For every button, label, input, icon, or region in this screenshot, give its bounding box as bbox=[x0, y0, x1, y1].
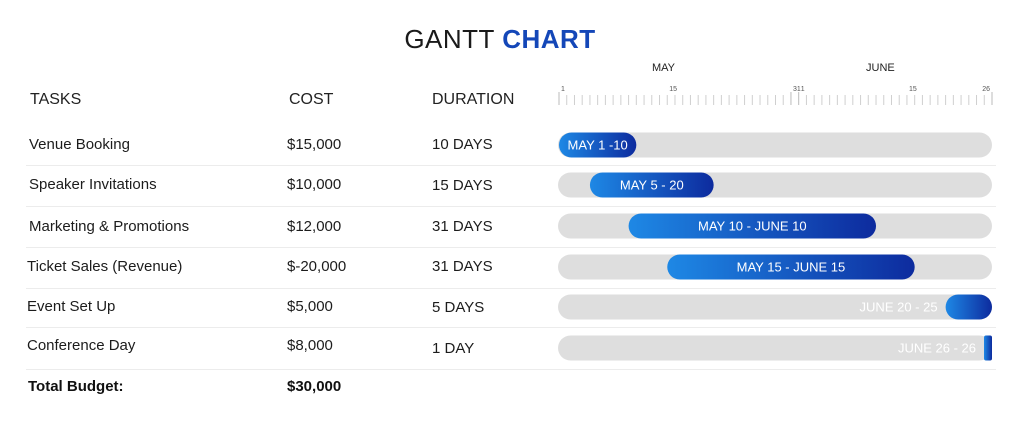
task-cost: $5,000 bbox=[287, 298, 333, 315]
gantt-bar bbox=[945, 294, 992, 320]
task-name: Ticket Sales (Revenue) bbox=[27, 258, 183, 275]
row-divider bbox=[26, 288, 996, 289]
total-budget-value: $30,000 bbox=[287, 378, 342, 395]
task-name: Marketing & Promotions bbox=[29, 218, 190, 235]
task-name: Venue Booking bbox=[29, 136, 130, 153]
timeline-tick-label: 26 bbox=[982, 86, 990, 93]
chart-title: GANTT CHART bbox=[0, 24, 1000, 55]
month-label-may: MAY bbox=[652, 62, 676, 74]
task-duration: 1 DAY bbox=[432, 340, 475, 357]
task-cost: $8,000 bbox=[287, 337, 333, 354]
task-name: Conference Day bbox=[27, 337, 136, 354]
timeline-tick-label: 15 bbox=[669, 86, 677, 93]
row-divider bbox=[26, 165, 996, 166]
task-cost: $-20,000 bbox=[287, 258, 347, 275]
task-cost: $12,000 bbox=[287, 218, 342, 235]
gantt-bar bbox=[667, 254, 915, 280]
gantt-bar-label: JUNE 26 - 26 bbox=[898, 341, 976, 356]
gantt-bar-label: MAY 5 - 20 bbox=[620, 178, 684, 193]
row-divider bbox=[26, 369, 996, 370]
title-part-2: CHART bbox=[502, 24, 596, 54]
total-budget-label: Total Budget: bbox=[28, 378, 124, 395]
gantt-bar bbox=[628, 213, 877, 239]
timeline-tick-label: 1 bbox=[801, 86, 805, 93]
header-cost: COST bbox=[289, 91, 334, 108]
task-cost: $15,000 bbox=[287, 136, 342, 153]
gantt-bar bbox=[589, 172, 714, 198]
gantt-bar-label: MAY 1 -10 bbox=[568, 138, 628, 153]
task-name: Event Set Up bbox=[27, 298, 116, 315]
gantt-bar-label: JUNE 20 - 25 bbox=[860, 300, 938, 315]
header-duration: DURATION bbox=[432, 91, 515, 108]
timeline-tick-label: 1 bbox=[561, 86, 565, 93]
month-label-june: JUNE bbox=[866, 62, 895, 74]
task-duration: 15 DAYS bbox=[432, 177, 493, 194]
timeline-tick-label: 15 bbox=[909, 86, 917, 93]
row-divider bbox=[26, 247, 996, 248]
task-cost: $10,000 bbox=[287, 176, 342, 193]
task-duration: 31 DAYS bbox=[432, 258, 493, 275]
gantt-bar bbox=[984, 335, 992, 361]
gantt-track bbox=[558, 335, 992, 361]
gantt-track bbox=[558, 294, 992, 320]
row-divider bbox=[26, 206, 996, 207]
gantt-bar-label: MAY 10 - JUNE 10 bbox=[698, 219, 807, 234]
task-name: Speaker Invitations bbox=[29, 176, 157, 193]
gantt-bar-label: MAY 15 - JUNE 15 bbox=[737, 260, 846, 275]
row-divider bbox=[26, 327, 996, 328]
task-duration: 10 DAYS bbox=[432, 136, 493, 153]
header-tasks: TASKS bbox=[30, 91, 82, 108]
timeline-tick-label: 31 bbox=[793, 86, 801, 93]
title-part-1: GANTT bbox=[404, 24, 495, 54]
gantt-track bbox=[558, 132, 992, 158]
task-duration: 5 DAYS bbox=[432, 299, 485, 316]
task-duration: 31 DAYS bbox=[432, 218, 493, 235]
gantt-bar bbox=[559, 132, 637, 158]
